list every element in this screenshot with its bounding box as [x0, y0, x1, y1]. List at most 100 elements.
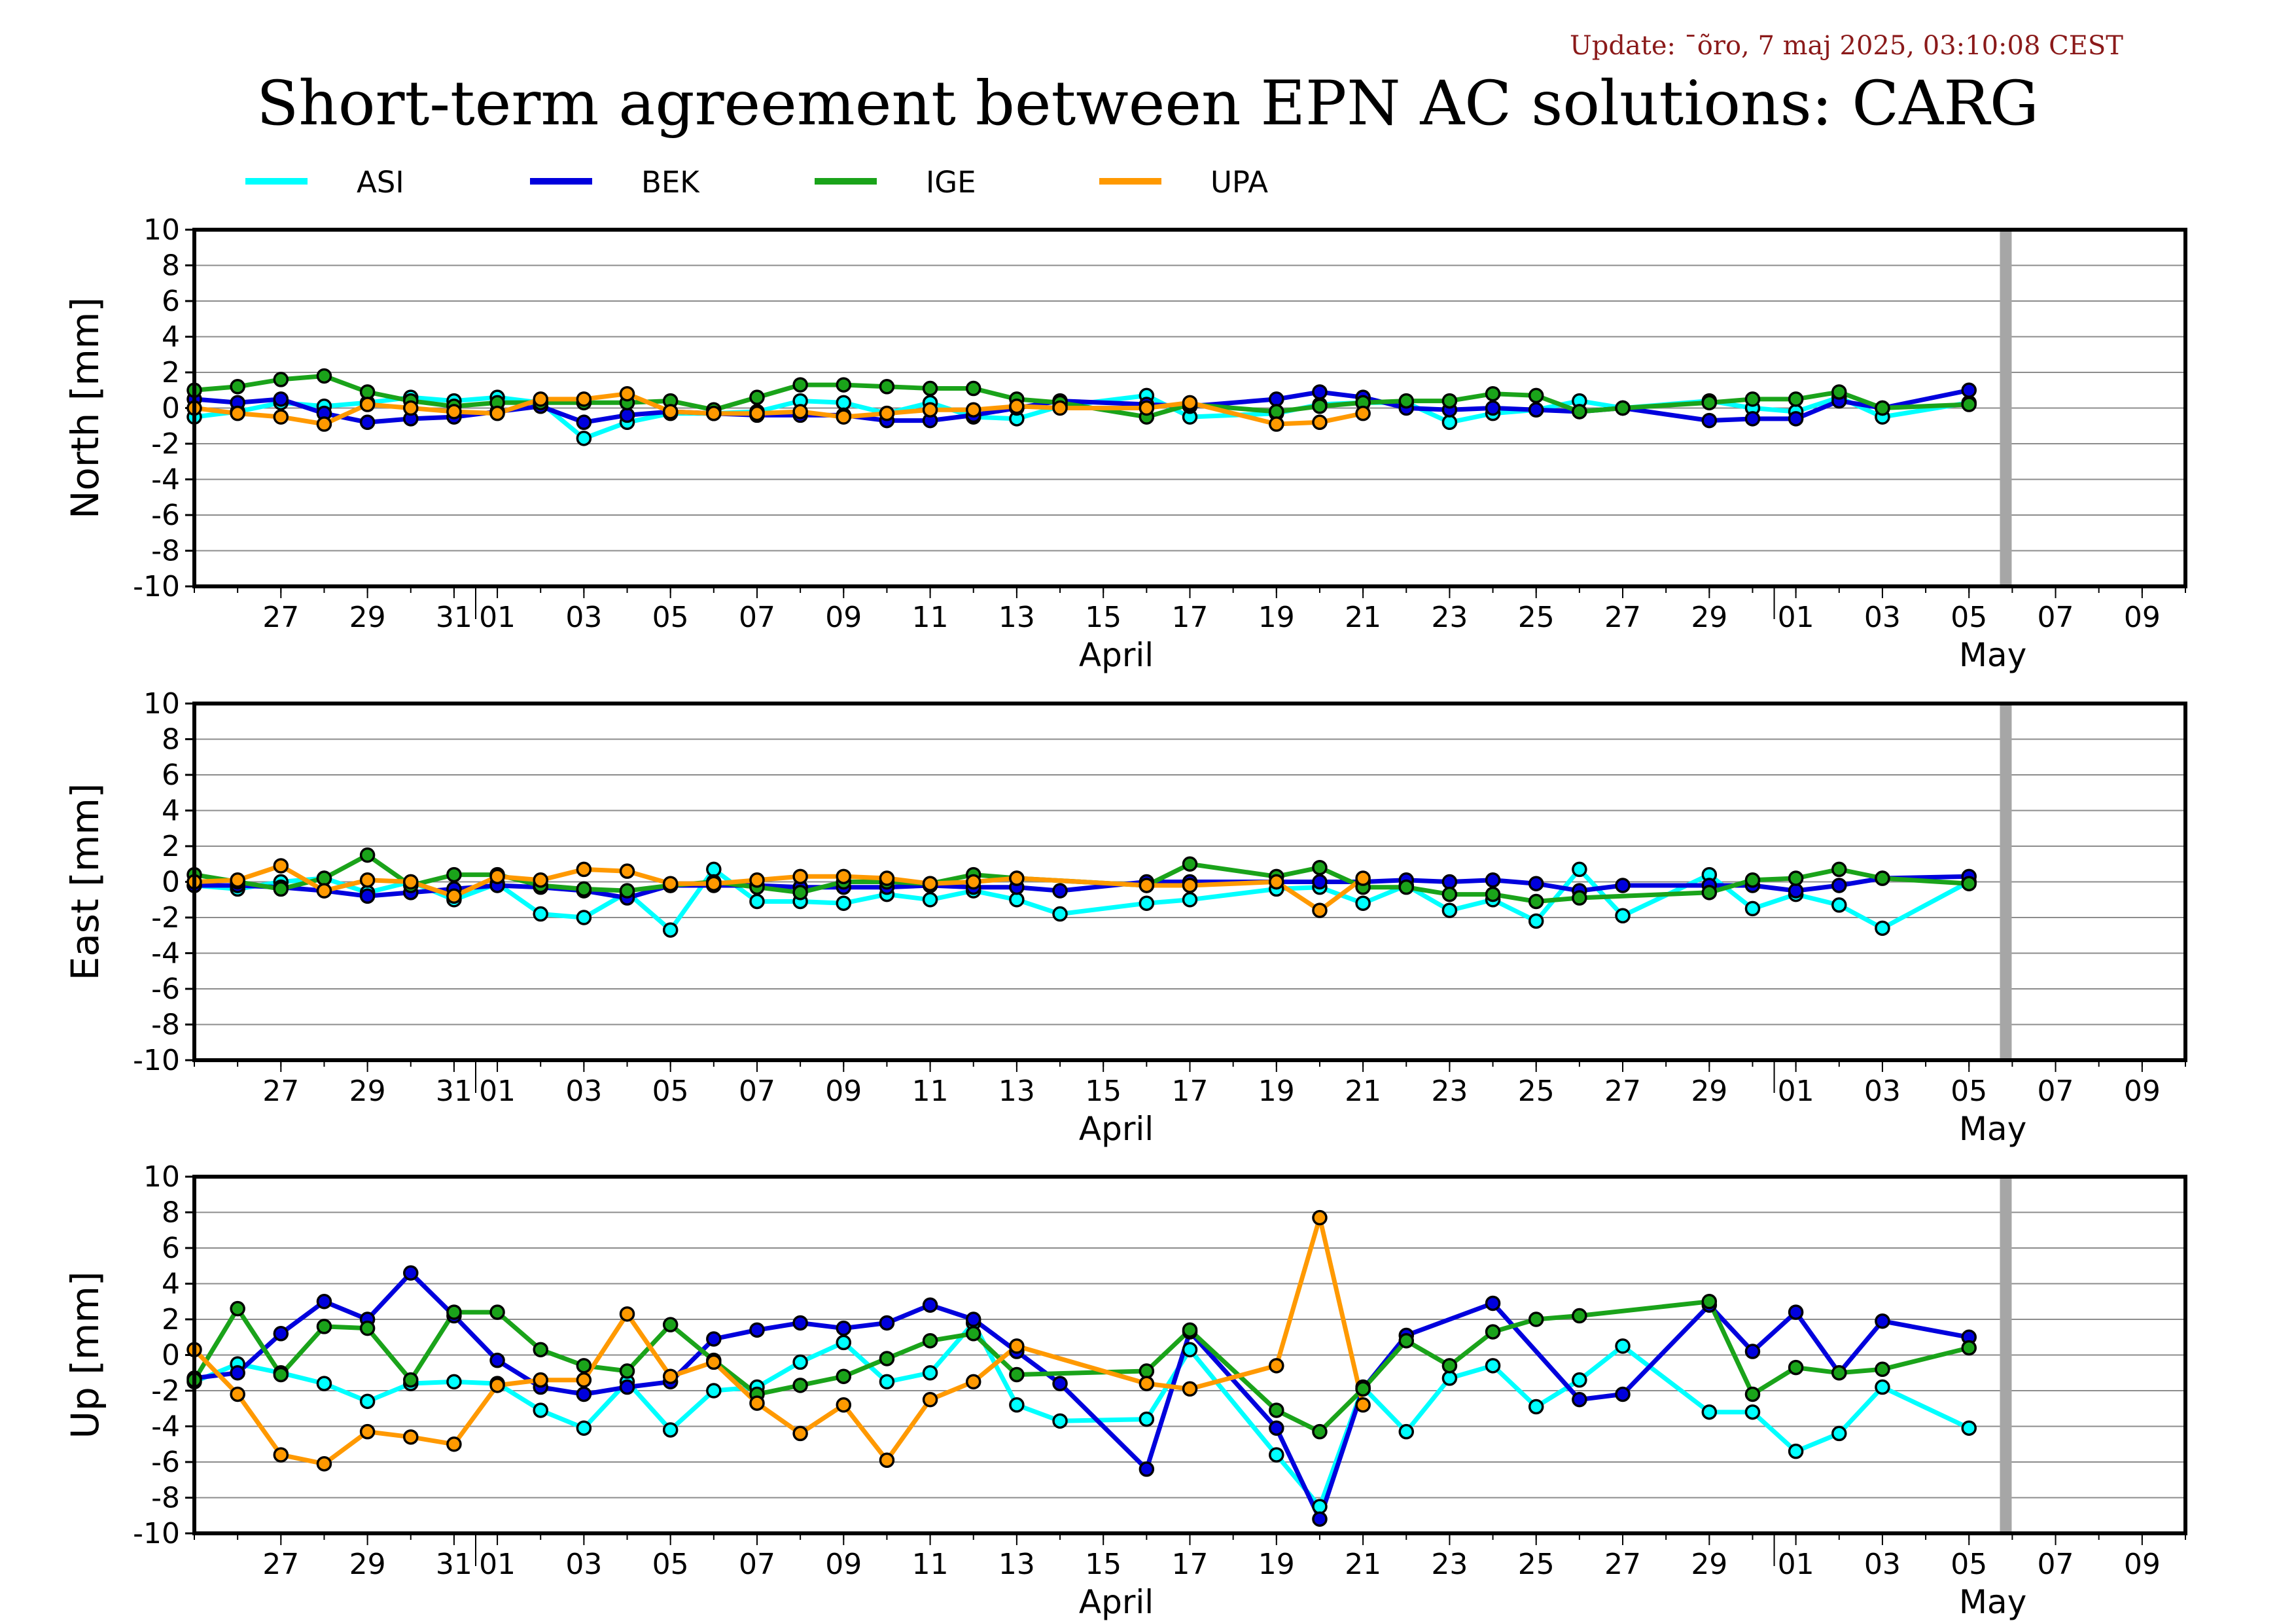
data-point-asi-up: [1744, 1404, 1761, 1420]
x-tick-label-east: 31: [436, 1075, 472, 1108]
y-tick-label-up: 0: [162, 1339, 180, 1372]
x-tick-label-east: 03: [565, 1075, 602, 1108]
data-point-ige-east: [273, 881, 289, 897]
x-tick-label-up: 23: [1431, 1548, 1468, 1581]
data-point-upa-north: [749, 405, 765, 421]
x-tick-label-east: 01: [1778, 1075, 1814, 1108]
x-tick-label-east: 05: [652, 1075, 689, 1108]
x-tick-label-north: 05: [1951, 601, 1987, 634]
y-tick-label-north: 6: [162, 285, 180, 318]
data-point-ige-east: [576, 881, 592, 897]
data-point-upa-up: [533, 1372, 548, 1388]
data-point-asi-east: [1139, 895, 1155, 911]
x-tick-label-north: 27: [1604, 601, 1641, 634]
data-point-asi-east: [836, 895, 852, 911]
y-tick-label-east: 8: [162, 723, 180, 757]
y-tick-label-up: 8: [162, 1196, 180, 1230]
data-point-bek-up: [1052, 1376, 1068, 1391]
data-point-asi-east: [1572, 861, 1587, 878]
data-point-asi-up: [316, 1376, 332, 1391]
x-tick-label-up: 21: [1345, 1548, 1381, 1581]
data-point-asi-east: [533, 906, 548, 922]
data-point-asi-up: [1831, 1425, 1847, 1442]
data-point-ige-north: [922, 380, 938, 397]
data-point-upa-east: [792, 868, 808, 885]
data-point-upa-up: [446, 1436, 462, 1452]
x-tick-label-east: 07: [739, 1075, 775, 1108]
data-point-upa-up: [619, 1306, 635, 1322]
data-point-upa-east: [1139, 878, 1155, 893]
x-tick-label-up: 09: [825, 1548, 862, 1581]
data-point-ige-north: [1875, 400, 1890, 416]
data-point-bek-up: [576, 1386, 592, 1402]
data-point-asi-east: [1009, 892, 1025, 908]
data-point-ige-up: [619, 1363, 635, 1379]
data-point-ige-north: [792, 377, 808, 393]
y-tick-label-east: 4: [162, 794, 180, 828]
y-tick-label-east: -6: [151, 972, 180, 1006]
data-point-upa-east: [533, 872, 548, 888]
x-tick-label-east: 15: [1085, 1075, 1122, 1108]
data-point-ige-up: [489, 1304, 505, 1320]
x-tick-label-up: 07: [2038, 1548, 2074, 1581]
data-point-ige-east: [1485, 886, 1501, 902]
legend-label-bek: BEK: [641, 165, 700, 200]
data-point-upa-up: [359, 1423, 376, 1440]
data-point-upa-north: [576, 391, 592, 407]
x-tick-label-up: 31: [436, 1548, 472, 1581]
data-point-upa-up: [403, 1429, 419, 1445]
y-tick-label-east: 2: [162, 830, 180, 863]
data-point-ige-east: [1961, 876, 1977, 891]
data-point-ige-north: [1398, 393, 1415, 409]
y-tick-label-east: 6: [162, 758, 180, 792]
data-point-ige-north: [1572, 404, 1587, 419]
y-tick-label-up: -8: [151, 1482, 180, 1515]
data-point-bek-up: [1875, 1313, 1890, 1329]
data-point-bek-up: [879, 1315, 895, 1331]
data-point-ige-up: [1701, 1294, 1718, 1310]
data-point-upa-north: [1355, 405, 1371, 421]
x-tick-label-north: 09: [825, 601, 862, 634]
data-point-upa-east: [273, 858, 289, 874]
month-label-may-north: May: [1959, 636, 2026, 674]
data-point-bek-east: [1831, 878, 1847, 893]
data-point-upa-north: [706, 405, 722, 421]
y-tick-label-up: 6: [162, 1232, 180, 1265]
data-point-upa-north: [619, 385, 635, 402]
data-point-asi-up: [533, 1402, 548, 1418]
data-point-ige-east: [1744, 872, 1761, 888]
data-point-bek-north: [273, 391, 289, 407]
data-point-upa-north: [922, 402, 938, 418]
data-point-asi-east: [1052, 906, 1068, 922]
data-point-bek-up: [749, 1322, 765, 1338]
data-point-bek-up: [1139, 1461, 1155, 1477]
data-point-ige-up: [792, 1378, 808, 1393]
data-point-bek-up: [1572, 1391, 1587, 1408]
y-tick-label-up: -4: [151, 1410, 180, 1444]
data-point-ige-up: [1312, 1423, 1328, 1440]
data-point-ige-east: [1788, 870, 1804, 886]
data-point-ige-up: [446, 1304, 462, 1320]
y-axis-title-east: East [mm]: [63, 783, 107, 981]
data-point-upa-east: [576, 861, 592, 878]
x-tick-label-north: 23: [1431, 601, 1468, 634]
x-tick-label-up: 19: [1258, 1548, 1295, 1581]
data-point-upa-up: [230, 1386, 245, 1402]
data-point-upa-east: [1355, 870, 1371, 886]
data-point-ige-north: [230, 379, 245, 395]
data-point-asi-east: [1831, 897, 1847, 913]
data-point-ige-up: [576, 1358, 592, 1374]
data-point-ige-up: [662, 1317, 679, 1332]
month-label-april-north: April: [1079, 636, 1154, 674]
x-tick-label-up: 29: [349, 1548, 386, 1581]
data-point-asi-up: [1615, 1338, 1631, 1354]
data-point-asi-up: [576, 1420, 592, 1436]
data-point-ige-east: [792, 885, 808, 901]
data-point-asi-east: [1875, 920, 1890, 936]
x-tick-label-east: 27: [262, 1075, 299, 1108]
data-point-ige-up: [230, 1300, 245, 1317]
data-point-ige-north: [965, 380, 981, 397]
month-label-may-up: May: [1959, 1583, 2026, 1621]
